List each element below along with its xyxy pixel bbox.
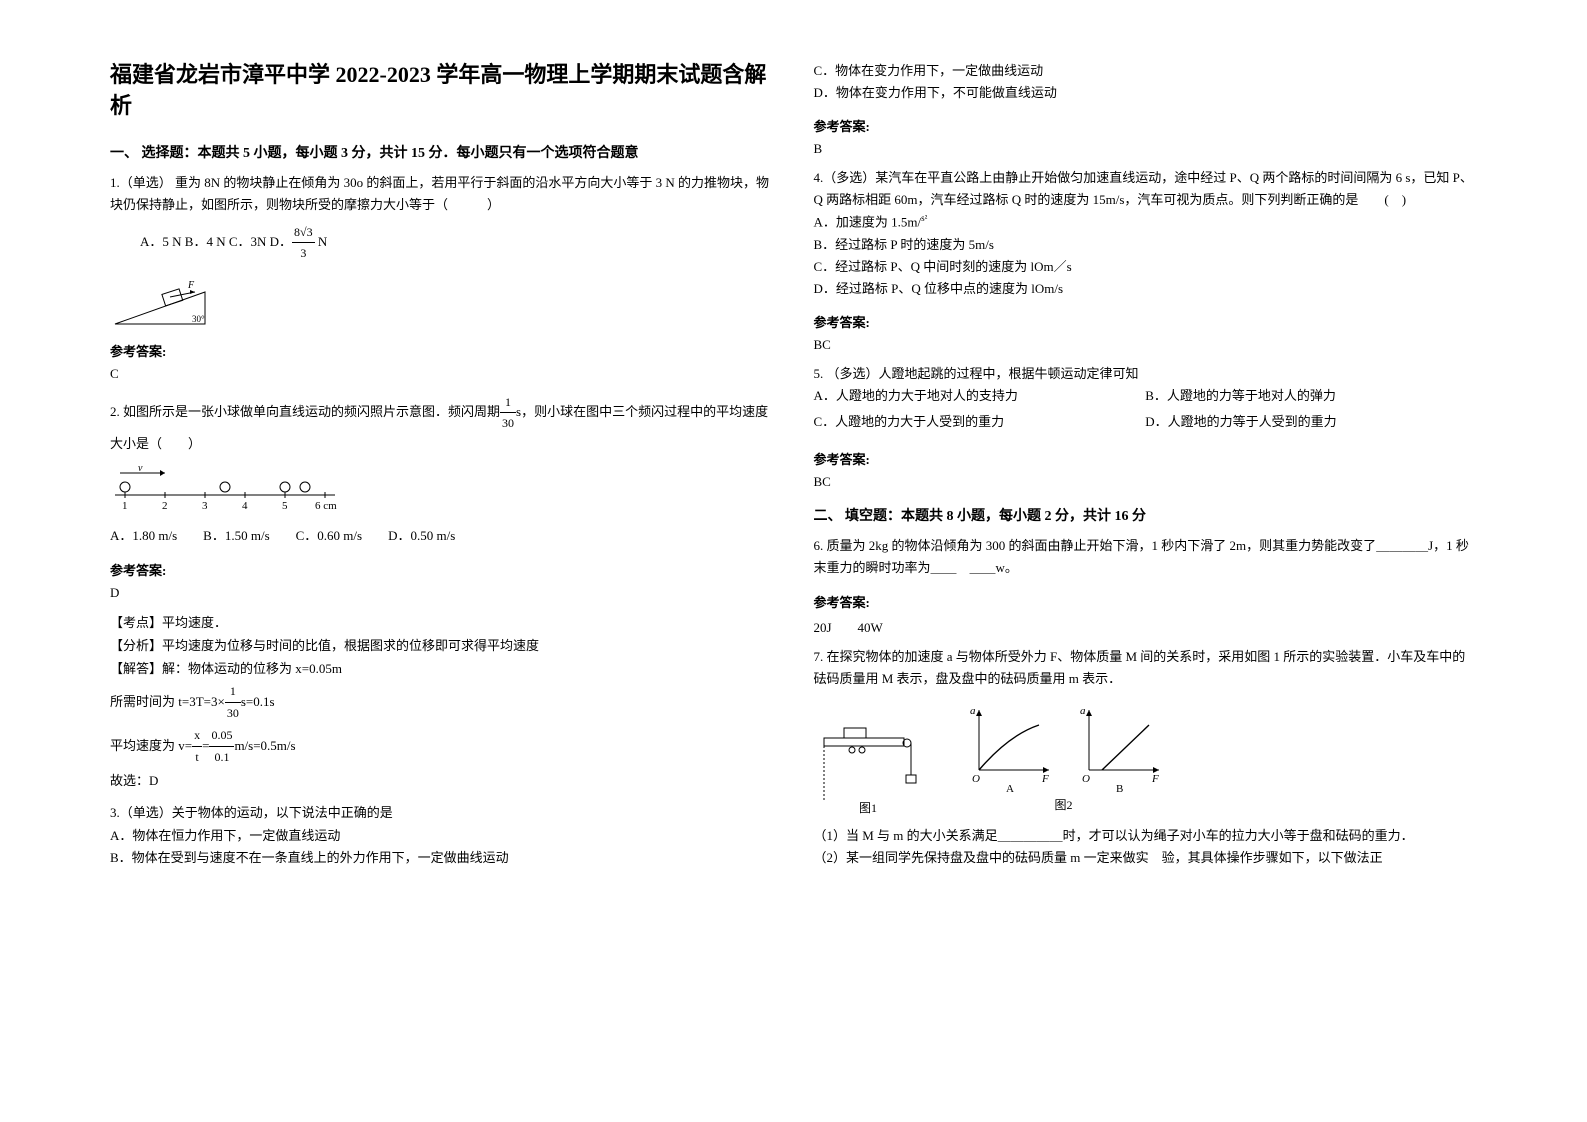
q1-options: A．5 N B．4 N C．3N D．8√33 N (140, 222, 774, 264)
q2-analysis: 【考点】平均速度． 【分析】平均速度为位移与时间的比值，根据图求的位移即可求得平… (110, 611, 774, 793)
answer-label: 参考答案: (110, 341, 774, 360)
q4-opt-a: A．加速度为 1.5m/s² (814, 211, 1478, 233)
svg-text:6 cm: 6 cm (315, 500, 337, 512)
svg-text:v: v (138, 465, 143, 474)
answer-label: 参考答案: (814, 312, 1478, 331)
q2-kp: 【考点】平均速度． (110, 611, 774, 634)
question-5: 5. （多选）人蹬地起跳的过程中，根据牛顿运动定律可知 A．人蹬地的力大于地对人… (814, 363, 1478, 437)
svg-text:图1: 图1 (859, 801, 877, 815)
q2-avg: 平均速度为 v=xt=0.050.1m/s=0.5m/s (110, 725, 774, 769)
answer-label: 参考答案: (814, 116, 1478, 135)
section2-header: 二、 填空题：本题共 8 小题，每小题 2 分，共计 16 分 (814, 505, 1478, 525)
svg-text:F: F (187, 280, 195, 291)
q4-stem: 4.（多选）某汽车在平直公路上由静止开始做匀加速直线运动，途中经过 P、Q 两个… (814, 167, 1478, 211)
svg-text:30°: 30° (192, 314, 205, 324)
question-4: 4.（多选）某汽车在平直公路上由静止开始做匀加速直线运动，途中经过 P、Q 两个… (814, 167, 1478, 300)
answer-label: 参考答案: (814, 449, 1478, 468)
question-1: 1.（单选） 重为 8N 的物块静止在倾角为 30o 的斜面上，若用平行于斜面的… (110, 172, 774, 329)
q2-ana: 【分析】平均速度为位移与时间的比值，根据图求的位移即可求得平均速度 (110, 634, 774, 657)
q3-stem: 3.（单选）关于物体的运动，以下说法中正确的是 (110, 802, 774, 824)
q7-part1: （1）当 M 与 m 的大小关系满足＿＿＿＿＿时，才可以认为绳子对小车的拉力大小… (814, 825, 1478, 847)
q3-opt-a: A．物体在恒力作用下，一定做直线运动 (110, 825, 774, 847)
q4-opt-d: D．经过路标 P、Q 位移中点的速度为 lOm/s (814, 278, 1478, 300)
svg-text:B: B (1116, 783, 1123, 795)
question-7: 7. 在探究物体的加速度 a 与物体所受外力 F、物体质量 M 间的关系时，采用… (814, 646, 1478, 870)
answer-label: 参考答案: (110, 560, 774, 579)
q1-opt-d-suf: N (315, 234, 328, 249)
q4-opt-b: B．经过路标 P 时的速度为 5m/s (814, 234, 1478, 256)
question-2: 2. 如图所示是一张小球做单向直线运动的频闪照片示意图．频闪周期130s，则小球… (110, 392, 774, 548)
q1-stem: 1.（单选） 重为 8N 的物块静止在倾角为 30o 的斜面上，若用平行于斜面的… (110, 175, 769, 212)
q2-figure: v 1 2 3 4 5 6 cm (110, 465, 774, 515)
q3-opt-c: C．物体在变力作用下，一定做曲线运动 (814, 60, 1478, 82)
left-column: 福建省龙岩市漳平中学 2022-2023 学年高一物理上学期期末试题含解析 一、… (90, 60, 794, 1082)
q3-opt-b: B．物体在受到与速度不在一条直线上的外力作用下，一定做曲线运动 (110, 847, 774, 869)
q5-stem: 5. （多选）人蹬地起跳的过程中，根据牛顿运动定律可知 (814, 363, 1478, 385)
svg-text:O: O (1082, 773, 1090, 785)
q1-opt-c: C．3N (229, 234, 267, 249)
q6-answer: 20J 40W (814, 617, 1478, 636)
graphs-icon: a F O A a F O B (964, 700, 1164, 795)
q2-conclude: 故选：D (110, 769, 774, 792)
q5-opt-b: B．人蹬地的力等于地对人的弹力 (1145, 385, 1477, 407)
q4-opt-c: C．经过路标 P、Q 中间时刻的速度为 lOm／s (814, 256, 1478, 278)
q1-opt-b: B．4 N (185, 234, 226, 249)
svg-text:5: 5 (282, 500, 288, 512)
q7-stem: 7. 在探究物体的加速度 a 与物体所受外力 F、物体质量 M 间的关系时，采用… (814, 646, 1478, 690)
q2-answer: D (110, 585, 774, 601)
q6-stem: 6. 质量为 2kg 的物体沿倾角为 300 的斜面由静止开始下滑，1 秒内下滑… (814, 535, 1478, 579)
q3-answer: B (814, 141, 1478, 157)
q5-options: A．人蹬地的力大于地对人的支持力 B．人蹬地的力等于地对人的弹力 C．人蹬地的力… (814, 385, 1478, 437)
q2-sol: 【解答】解：物体运动的位移为 x=0.05m (110, 657, 774, 680)
q7-graphs: a F O A a F O B (964, 700, 1164, 815)
fig2-label: 图2 (964, 795, 1164, 815)
answer-label: 参考答案: (814, 592, 1478, 611)
section1-header: 一、 选择题：本题共 5 小题，每小题 3 分，共计 15 分．每小题只有一个选… (110, 142, 774, 162)
q3-opt-d: D．物体在变力作用下，不可能做直线运动 (814, 82, 1478, 104)
q5-answer: BC (814, 474, 1478, 490)
svg-text:a: a (1080, 705, 1086, 717)
question-3: 3.（单选）关于物体的运动，以下说法中正确的是 A．物体在恒力作用下，一定做直线… (110, 802, 774, 868)
q2-stem-pre: 2. 如图所示是一张小球做单向直线运动的频闪照片示意图．频闪周期 (110, 403, 500, 418)
q1-figure: F 30° (110, 274, 774, 329)
q1-opt-d-pre: D． (270, 234, 292, 249)
question-6: 6. 质量为 2kg 的物体沿倾角为 300 的斜面由静止开始下滑，1 秒内下滑… (814, 535, 1478, 579)
q2-period-frac: 130 (500, 392, 516, 434)
inclined-block-icon: F 30° (110, 274, 220, 329)
q5-opt-d: D．人蹬地的力等于人受到的重力 (1145, 411, 1477, 433)
right-column: C．物体在变力作用下，一定做曲线运动 D．物体在变力作用下，不可能做直线运动 参… (794, 60, 1498, 1082)
q2-options: A．1.80 m/s B．1.50 m/s C．0.60 m/s D．0.50 … (110, 525, 774, 547)
question-3-cont: C．物体在变力作用下，一定做曲线运动 D．物体在变力作用下，不可能做直线运动 (814, 60, 1478, 104)
svg-text:F: F (1151, 773, 1159, 785)
document-title: 福建省龙岩市漳平中学 2022-2023 学年高一物理上学期期末试题含解析 (110, 60, 774, 122)
q5-opt-c: C．人蹬地的力大于人受到的重力 (814, 411, 1146, 433)
svg-text:O: O (972, 773, 980, 785)
q1-opt-a: A．5 N (140, 234, 182, 249)
svg-text:F: F (1041, 773, 1049, 785)
svg-text:2: 2 (162, 500, 168, 512)
svg-text:3: 3 (202, 500, 208, 512)
q1-answer: C (110, 366, 774, 382)
svg-text:A: A (1006, 783, 1014, 795)
q1-opt-d-frac: 8√33 (292, 222, 315, 264)
svg-text:a: a (970, 705, 976, 717)
q7-figures: 图1 a F O A (814, 700, 1478, 815)
cart-setup-icon: 图1 (814, 720, 934, 815)
q5-opt-a: A．人蹬地的力大于地对人的支持力 (814, 385, 1146, 407)
svg-text:1: 1 (122, 500, 128, 512)
q7-part2: （2）某一组同学先保持盘及盘中的砝码质量 m 一定来做实 验，其具体操作步骤如下… (814, 847, 1478, 869)
stroboscope-icon: v 1 2 3 4 5 6 cm (110, 465, 340, 515)
q2-time: 所需时间为 t=3T=3×130s=0.1s (110, 681, 774, 725)
svg-text:4: 4 (242, 500, 248, 512)
q4-answer: BC (814, 337, 1478, 353)
